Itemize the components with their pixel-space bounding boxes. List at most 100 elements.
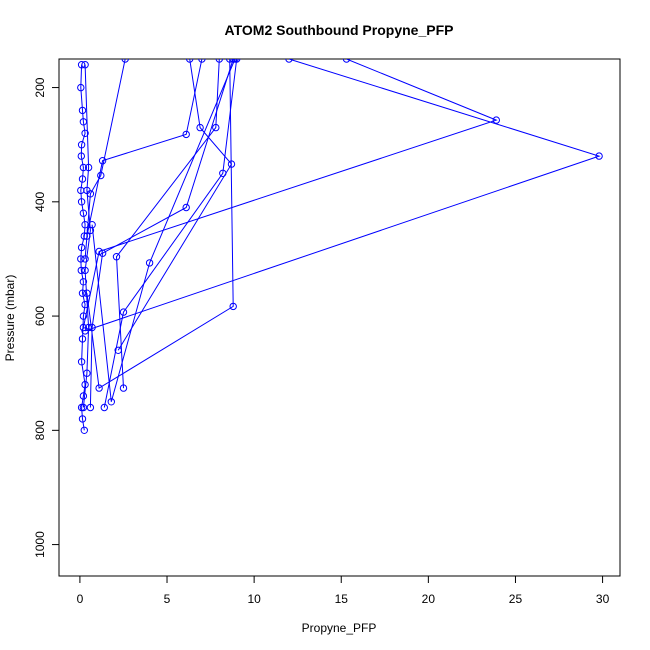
data-point (81, 60, 89, 69)
series-line (82, 59, 498, 328)
data-point (79, 163, 88, 172)
data-point (95, 247, 103, 256)
data-point (86, 190, 95, 198)
data-point (97, 171, 105, 180)
data-point (79, 323, 88, 332)
data-point (212, 123, 220, 132)
data-point (79, 392, 88, 400)
data-point (80, 426, 89, 434)
y-tick-label: 1000 (33, 531, 47, 558)
data-point (77, 83, 85, 92)
data-point (79, 278, 88, 286)
data-point (78, 175, 87, 183)
data-point (231, 59, 239, 63)
series-line (82, 64, 91, 408)
series-11 (114, 59, 236, 354)
data-point (78, 106, 87, 115)
data-point (186, 59, 194, 63)
series-4 (79, 59, 500, 332)
y-tick-label: 200 (33, 77, 47, 97)
x-tick-label: 25 (509, 592, 523, 606)
data-point (95, 384, 103, 392)
data-point (78, 415, 87, 423)
data-point (77, 141, 86, 149)
data-point (83, 369, 91, 377)
series-layer (77, 59, 603, 434)
data-point (226, 59, 234, 63)
x-tick-label: 15 (335, 592, 349, 606)
data-point (77, 358, 86, 366)
data-point (595, 152, 603, 160)
data-point (77, 198, 86, 206)
y-axis-label: Pressure (mbar) (3, 275, 17, 362)
data-point (227, 160, 236, 168)
chart-title: ATOM2 Southbound Propyne_PFP (225, 22, 454, 38)
data-point (492, 116, 500, 124)
data-point (182, 203, 190, 212)
series-1 (77, 60, 89, 434)
series-5 (81, 59, 603, 335)
series-line (117, 59, 233, 351)
data-point (112, 253, 121, 261)
data-point (79, 312, 88, 320)
series-line (89, 59, 234, 408)
y-tick-label: 800 (33, 420, 47, 440)
x-tick-label: 5 (164, 592, 171, 606)
series-line (86, 59, 234, 389)
data-point (107, 398, 116, 406)
series-line (103, 59, 238, 408)
data-point (88, 221, 96, 229)
data-point (83, 289, 91, 297)
data-point (86, 403, 95, 412)
data-point (342, 59, 351, 63)
series-9 (112, 59, 223, 392)
data-point (198, 59, 206, 63)
data-point (80, 232, 89, 240)
data-point (145, 259, 154, 267)
data-point (77, 266, 86, 275)
series-line (84, 59, 601, 332)
data-point (229, 302, 237, 311)
data-point (77, 60, 86, 69)
data-point (119, 384, 128, 392)
data-point (121, 59, 129, 63)
x-tick-label: 0 (77, 592, 84, 606)
data-point (285, 59, 293, 63)
data-point (78, 335, 87, 343)
series-10 (83, 59, 237, 392)
x-tick-label: 20 (422, 592, 436, 606)
data-point (215, 59, 223, 63)
data-point (77, 152, 86, 160)
data-point (196, 123, 204, 132)
series-6 (83, 59, 206, 240)
series-line (86, 59, 203, 237)
data-point (114, 346, 122, 354)
x-axis: 0 5 10 15 20 25 30 (77, 576, 610, 606)
data-point (81, 327, 89, 335)
series-line (115, 59, 220, 389)
series-line (91, 59, 236, 402)
data-point (182, 130, 190, 139)
data-point (81, 129, 89, 138)
data-point (81, 255, 89, 263)
data-point (119, 308, 128, 316)
data-point (84, 163, 93, 172)
data-point (79, 403, 88, 412)
data-point (79, 209, 88, 217)
series-line (84, 59, 126, 259)
plot-frame (58, 58, 621, 577)
x-axis-label: Propyne_PFP (302, 621, 377, 635)
y-axis: 200 400 600 800 1000 (33, 77, 59, 558)
data-point (100, 403, 109, 412)
x-tick-label: 10 (247, 592, 261, 606)
y-tick-label: 400 (33, 191, 47, 211)
data-point (98, 157, 107, 165)
data-point (78, 289, 87, 297)
data-point (77, 255, 85, 263)
data-point (77, 243, 86, 252)
y-tick-label: 600 (33, 306, 47, 326)
series-12 (81, 59, 129, 263)
x-tick-label: 30 (596, 592, 610, 606)
series-8 (88, 59, 239, 406)
